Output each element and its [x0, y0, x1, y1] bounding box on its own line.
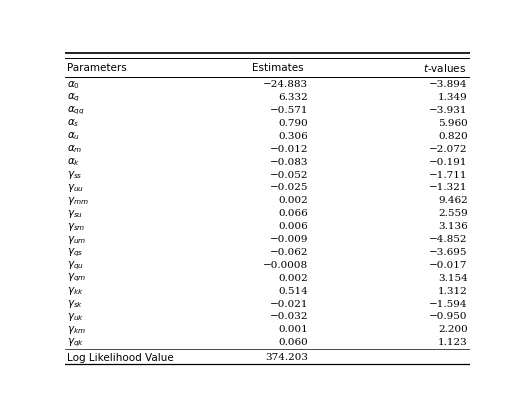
Text: −4.852: −4.852	[429, 235, 468, 244]
Text: −2.072: −2.072	[429, 145, 468, 154]
Text: $\gamma_{uu}$: $\gamma_{uu}$	[67, 182, 84, 194]
Text: 1.312: 1.312	[438, 286, 468, 295]
Text: −0.032: −0.032	[269, 312, 308, 320]
Text: −0.017: −0.017	[429, 260, 468, 269]
Text: $\gamma_{km}$: $\gamma_{km}$	[67, 323, 86, 335]
Text: −0.021: −0.021	[269, 299, 308, 308]
Text: 1.123: 1.123	[438, 337, 468, 347]
Text: 1.349: 1.349	[438, 93, 468, 102]
Text: 0.306: 0.306	[278, 132, 308, 140]
Text: 9.462: 9.462	[438, 196, 468, 205]
Text: −1.711: −1.711	[429, 170, 468, 179]
Text: $\alpha_{qq}$: $\alpha_{qq}$	[67, 104, 85, 116]
Text: $\alpha_s$: $\alpha_s$	[67, 117, 80, 129]
Text: 6.332: 6.332	[278, 93, 308, 102]
Text: −0.950: −0.950	[429, 312, 468, 320]
Text: −0.009: −0.009	[269, 235, 308, 244]
Text: 0.514: 0.514	[278, 286, 308, 295]
Text: $\gamma_{kk}$: $\gamma_{kk}$	[67, 285, 84, 297]
Text: $\alpha_k$: $\alpha_k$	[67, 156, 80, 168]
Text: −3.894: −3.894	[429, 80, 468, 89]
Text: $\alpha_q$: $\alpha_q$	[67, 91, 80, 104]
Text: $\gamma_{su}$: $\gamma_{su}$	[67, 207, 84, 219]
Text: −24.883: −24.883	[263, 80, 308, 89]
Text: −3.931: −3.931	[429, 106, 468, 115]
Text: 0.790: 0.790	[278, 119, 308, 128]
Text: $\gamma_{qs}$: $\gamma_{qs}$	[67, 246, 84, 258]
Text: $t$-values: $t$-values	[423, 62, 466, 74]
Text: 0.002: 0.002	[278, 196, 308, 205]
Text: Estimates: Estimates	[252, 63, 304, 73]
Text: $\gamma_{qu}$: $\gamma_{qu}$	[67, 259, 84, 271]
Text: $\alpha_0$: $\alpha_0$	[67, 79, 80, 90]
Text: 0.002: 0.002	[278, 273, 308, 282]
Text: −1.321: −1.321	[429, 183, 468, 192]
Text: $\alpha_u$: $\alpha_u$	[67, 130, 80, 142]
Text: 5.960: 5.960	[438, 119, 468, 128]
Text: Parameters: Parameters	[67, 63, 127, 73]
Text: $\gamma_{mm}$: $\gamma_{mm}$	[67, 195, 89, 206]
Text: 3.154: 3.154	[438, 273, 468, 282]
Text: 0.001: 0.001	[278, 325, 308, 333]
Text: −0.191: −0.191	[429, 157, 468, 166]
Text: 2.559: 2.559	[438, 209, 468, 218]
Text: 0.006: 0.006	[278, 222, 308, 230]
Text: −1.594: −1.594	[429, 299, 468, 308]
Text: $\gamma_{ss}$: $\gamma_{ss}$	[67, 169, 83, 180]
Text: $\alpha_m$: $\alpha_m$	[67, 143, 82, 155]
Text: −0.571: −0.571	[269, 106, 308, 115]
Text: 0.060: 0.060	[278, 337, 308, 347]
Text: 3.136: 3.136	[438, 222, 468, 230]
Text: −0.052: −0.052	[269, 170, 308, 179]
Text: 0.820: 0.820	[438, 132, 468, 140]
Text: $\gamma_{um}$: $\gamma_{um}$	[67, 233, 87, 245]
Text: $\gamma_{sm}$: $\gamma_{sm}$	[67, 220, 86, 232]
Text: $\gamma_{qm}$: $\gamma_{qm}$	[67, 271, 87, 284]
Text: 374.203: 374.203	[265, 352, 308, 361]
Text: Log Likelihood Value: Log Likelihood Value	[67, 351, 174, 362]
Text: $\gamma_{uk}$: $\gamma_{uk}$	[67, 310, 85, 322]
Text: −0.083: −0.083	[269, 157, 308, 166]
Text: −0.012: −0.012	[269, 145, 308, 154]
Text: 0.066: 0.066	[278, 209, 308, 218]
Text: −3.695: −3.695	[429, 247, 468, 256]
Text: −0.0008: −0.0008	[263, 260, 308, 269]
Text: −0.062: −0.062	[269, 247, 308, 256]
Text: 2.200: 2.200	[438, 325, 468, 333]
Text: $\gamma_{qk}$: $\gamma_{qk}$	[67, 336, 85, 348]
Text: $\gamma_{sk}$: $\gamma_{sk}$	[67, 297, 84, 309]
Text: −0.025: −0.025	[269, 183, 308, 192]
